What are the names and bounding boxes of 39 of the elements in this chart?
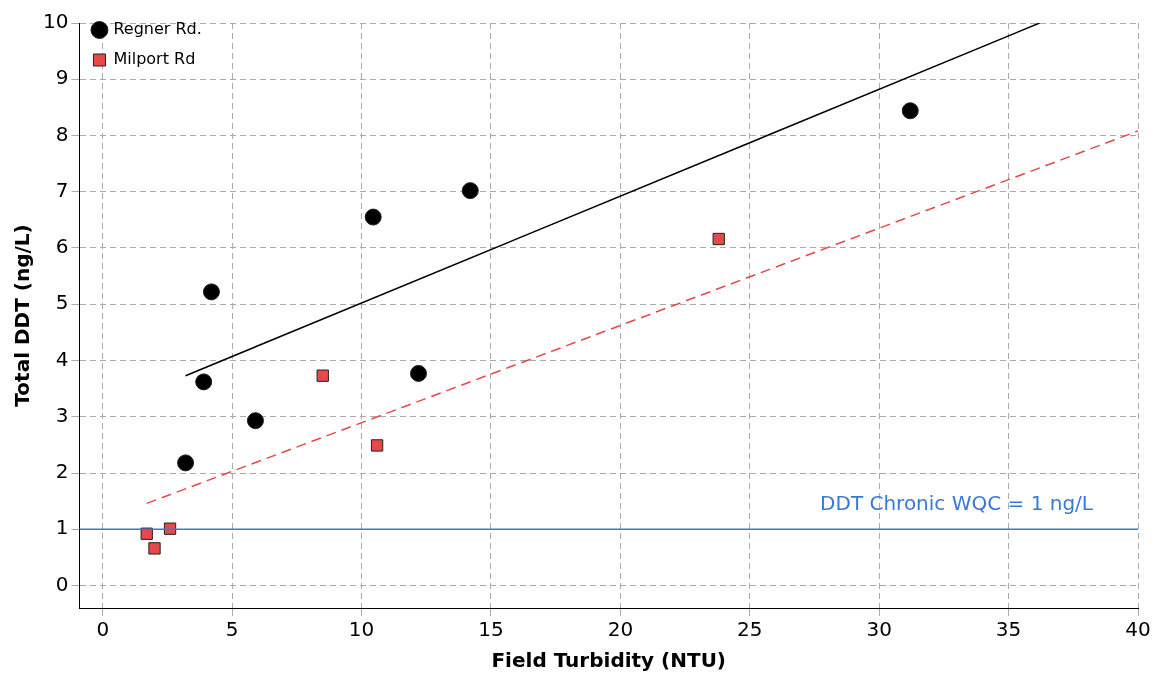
x-tick-label: 40: [1125, 617, 1151, 642]
point: [177, 454, 195, 472]
x-tick-label: 5: [225, 617, 239, 642]
point: [316, 369, 329, 382]
point: [370, 439, 384, 452]
y-tick-label: 1: [55, 515, 69, 540]
y-tick-label: 10: [43, 9, 69, 34]
x-tick-label: 25: [737, 617, 763, 642]
point: [202, 283, 220, 301]
legend-label: Regner Rd.: [113, 19, 202, 39]
point: [195, 373, 213, 391]
ref-line-label: DDT Chronic WQC = 1 ng/L: [820, 491, 1094, 516]
x-tick-label: 35: [995, 617, 1022, 642]
point: [140, 527, 153, 540]
point: [410, 364, 427, 382]
point: [246, 412, 264, 430]
point: [148, 542, 161, 555]
x-tick-label: 30: [866, 617, 892, 642]
y-tick-label: 9: [55, 65, 69, 90]
y-tick-label: 5: [55, 290, 69, 315]
point: [901, 102, 919, 120]
y-tick-label: 4: [55, 346, 69, 371]
x-tick-label: 0: [96, 617, 110, 642]
y-tick-label: 6: [55, 234, 69, 259]
x-axis-title: Field Turbidity (NTU): [491, 648, 727, 673]
x-tick-label: 15: [478, 617, 504, 642]
y-tick-label: 2: [55, 459, 69, 484]
x-tick-label: 20: [607, 617, 634, 642]
point: [461, 182, 479, 200]
point: [163, 522, 177, 535]
legend-label: Milport Rd: [113, 49, 196, 69]
y-axis-title: Total DDT (ng/L): [10, 224, 35, 407]
point: [712, 232, 725, 246]
y-tick-label: 8: [55, 121, 69, 146]
y-tick-label: 0: [55, 571, 69, 596]
x-tick-label: 10: [348, 617, 375, 642]
point: [364, 208, 382, 226]
y-tick-label: 3: [55, 402, 69, 427]
y-tick-label: 7: [55, 177, 69, 202]
